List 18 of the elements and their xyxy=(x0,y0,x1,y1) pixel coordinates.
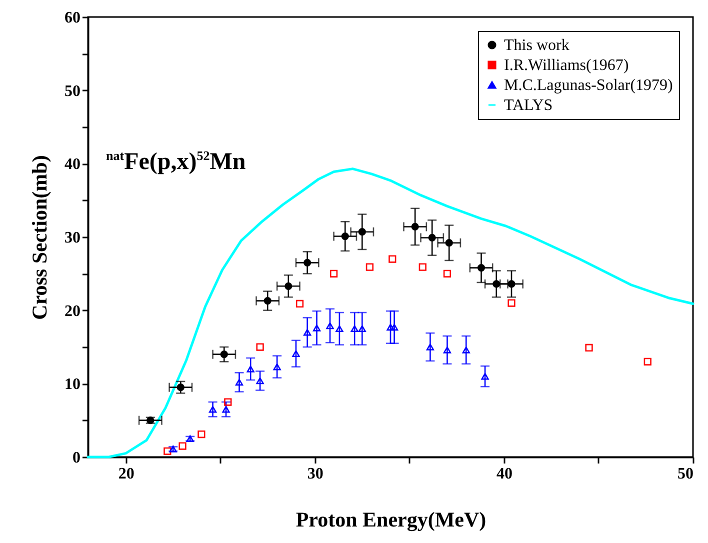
y-axis-title: Cross Section(mb) xyxy=(28,155,52,320)
y-tick-label: 10 xyxy=(64,376,80,394)
legend-label: I.R.Williams(1967) xyxy=(504,57,629,74)
y-tick-label: 40 xyxy=(64,156,80,174)
legend-label: This work xyxy=(504,37,570,54)
y-tick-label: 50 xyxy=(64,82,80,100)
x-tick-label: 30 xyxy=(307,466,324,482)
legend-label: TALYS xyxy=(504,97,553,114)
x-tick-label: 40 xyxy=(496,466,512,482)
y-tick-label: 30 xyxy=(64,230,80,246)
x-axis-title: Proton Energy(MeV) xyxy=(296,508,486,532)
y-tick-label: 0 xyxy=(72,450,80,466)
annotation: $^{nat}$Fe(p,x)$^{52}$Mn xyxy=(106,148,246,176)
x-tick-label: 20 xyxy=(118,466,134,482)
legend-label: M.C.Lagunas-Solar(1979) xyxy=(504,77,673,94)
y-tick-label: 60 xyxy=(64,10,80,26)
x-tick-label: 50 xyxy=(678,466,694,482)
y-tick-label: 20 xyxy=(64,302,80,320)
